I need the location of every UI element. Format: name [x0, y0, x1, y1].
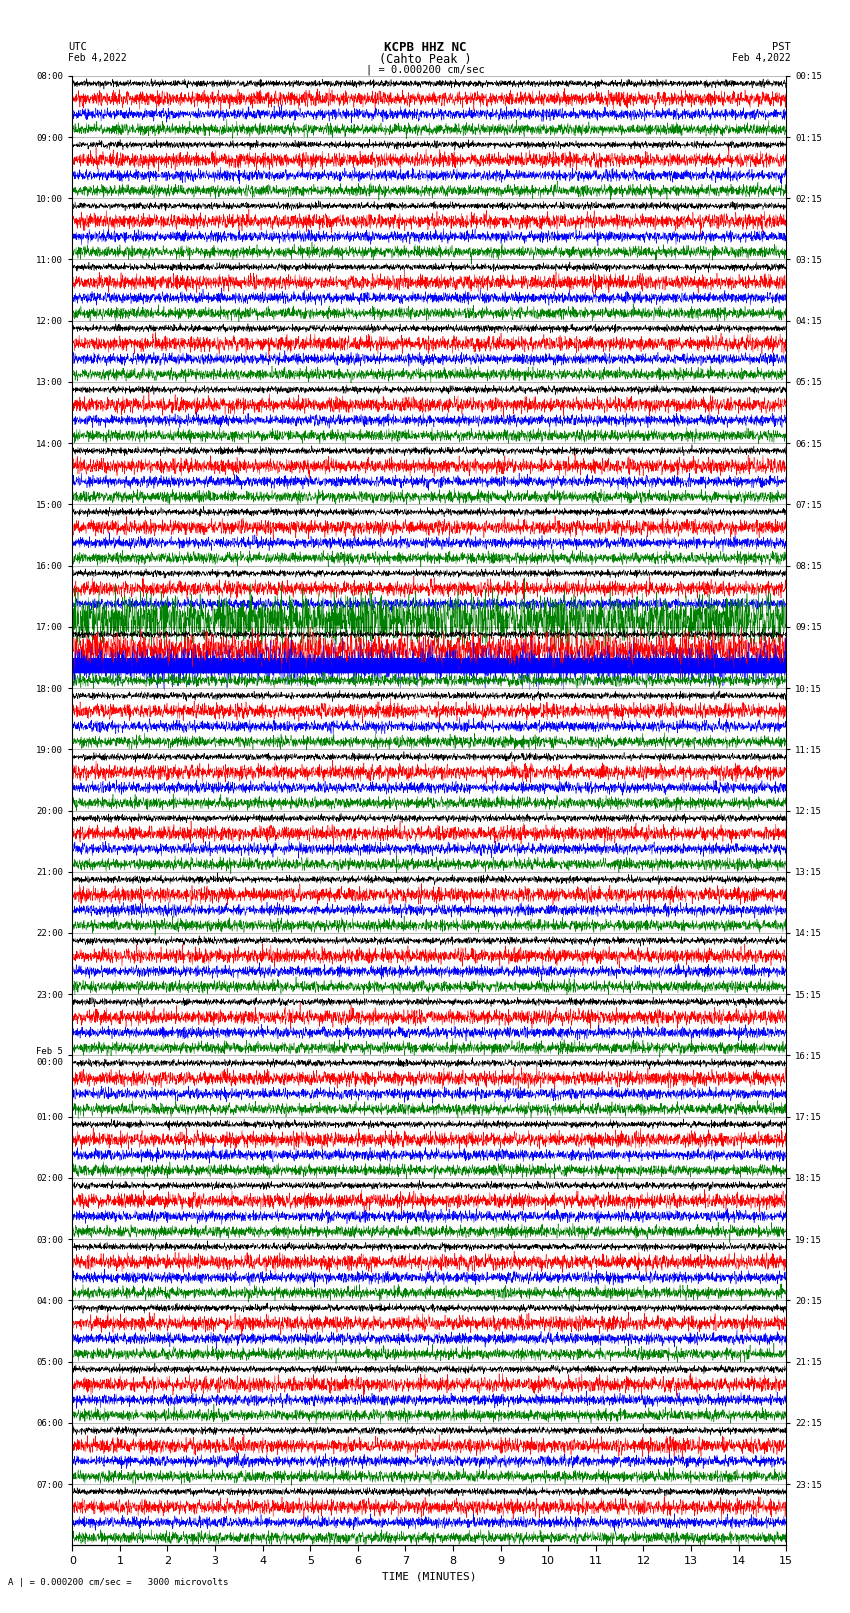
X-axis label: TIME (MINUTES): TIME (MINUTES)	[382, 1571, 477, 1581]
Text: A | = 0.000200 cm/sec =   3000 microvolts: A | = 0.000200 cm/sec = 3000 microvolts	[8, 1578, 229, 1587]
Text: Feb 4,2022: Feb 4,2022	[732, 53, 791, 63]
Text: (Cahto Peak ): (Cahto Peak )	[379, 53, 471, 66]
Text: KCPB HHZ NC: KCPB HHZ NC	[383, 40, 467, 55]
Text: PST: PST	[772, 42, 791, 52]
Text: UTC: UTC	[68, 42, 87, 52]
Text: | = 0.000200 cm/sec: | = 0.000200 cm/sec	[366, 65, 484, 76]
Text: Feb 4,2022: Feb 4,2022	[68, 53, 127, 63]
